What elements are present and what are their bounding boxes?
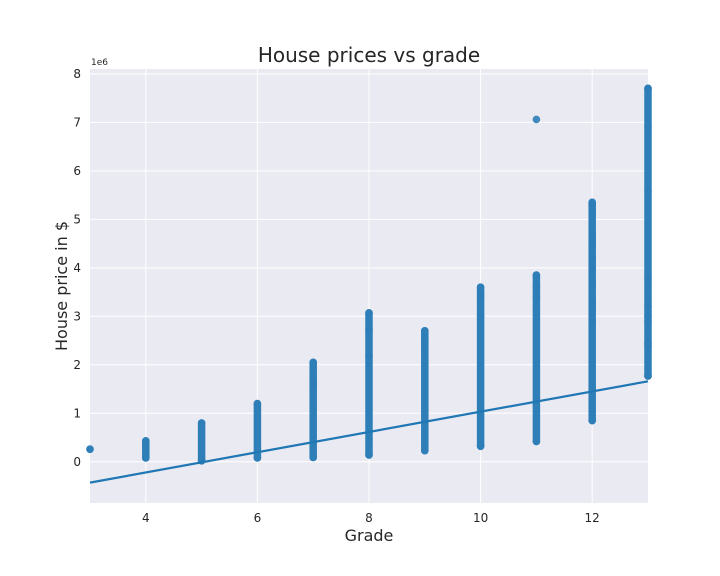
data-point <box>365 351 373 359</box>
chart-title: House prices vs grade <box>258 43 480 67</box>
data-point <box>365 327 373 335</box>
data-point <box>588 231 596 240</box>
data-point <box>588 278 596 287</box>
y-axis-label: House price in $ <box>52 221 71 351</box>
y-tick-label: 1 <box>73 406 81 420</box>
data-point <box>644 302 652 311</box>
data-point <box>476 442 485 451</box>
x-axis-label: Grade <box>345 526 394 545</box>
data-point <box>532 293 541 301</box>
x-tick-label: 4 <box>142 511 150 525</box>
x-tick-label: 12 <box>585 511 600 525</box>
data-point <box>476 292 485 300</box>
data-point <box>588 239 596 248</box>
data-point <box>588 297 596 306</box>
x-tick-label: 8 <box>365 511 373 525</box>
data-point <box>532 115 541 124</box>
y-offset-label: 1e6 <box>91 58 108 68</box>
data-point <box>588 307 596 316</box>
data-point <box>476 312 485 321</box>
x-tick-labels: 4 6 8 10 12 <box>142 511 600 525</box>
data-point <box>644 273 652 282</box>
data-point <box>365 309 373 317</box>
data-point <box>365 451 373 459</box>
data-point <box>588 264 596 272</box>
x-tick-label: 10 <box>473 511 488 525</box>
data-point <box>588 200 596 209</box>
data-point <box>142 454 150 462</box>
data-point <box>309 382 318 391</box>
data-point <box>588 416 596 425</box>
y-tick-label: 5 <box>73 212 81 226</box>
regression-line <box>89 380 649 484</box>
data-point <box>532 437 541 446</box>
data-point <box>476 283 485 292</box>
data-point <box>309 453 318 462</box>
data-point <box>644 317 652 325</box>
data-point <box>532 271 541 279</box>
y-tick-label: 8 <box>73 67 81 81</box>
y-tick-label: 3 <box>73 309 81 323</box>
data-point <box>421 339 429 347</box>
data-point <box>644 342 652 351</box>
y-tick-label: 2 <box>73 358 81 372</box>
data-point <box>421 327 429 335</box>
y-tick-label: 4 <box>73 261 81 275</box>
data-point <box>197 419 206 427</box>
grid <box>90 69 648 503</box>
data-point <box>644 187 652 196</box>
regression-line-group <box>89 380 649 484</box>
data-point <box>142 437 150 445</box>
data-point <box>421 446 429 455</box>
data-point <box>644 84 652 93</box>
y-tick-label: 7 <box>73 115 81 129</box>
data-point <box>253 454 262 462</box>
data-point <box>588 254 596 262</box>
data-point <box>309 358 318 367</box>
data-point <box>644 372 652 380</box>
y-tick-label: 6 <box>73 164 81 178</box>
scatter-points <box>86 84 652 465</box>
data-point <box>253 399 262 408</box>
y-tick-labels: 0 1 2 3 4 5 6 7 8 <box>73 67 81 469</box>
data-point <box>588 209 596 218</box>
data-point <box>532 283 541 292</box>
data-point <box>588 317 596 325</box>
data-point <box>86 445 94 453</box>
x-tick-label: 6 <box>254 511 262 525</box>
data-point <box>644 123 652 132</box>
y-tick-label: 0 <box>73 455 81 469</box>
